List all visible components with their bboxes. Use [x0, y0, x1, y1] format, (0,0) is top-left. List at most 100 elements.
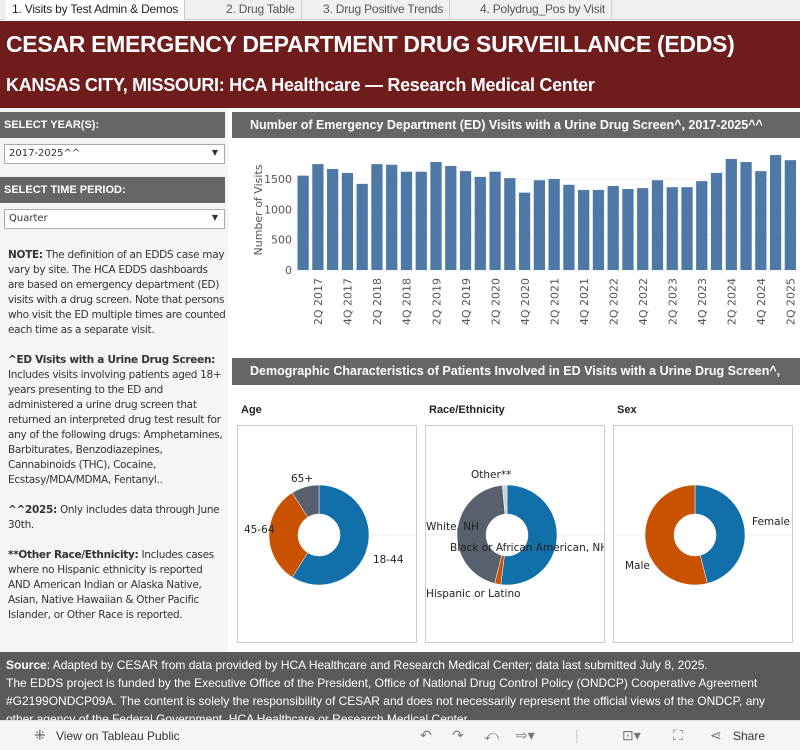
- x-tick-label: 4Q 2021: [578, 278, 591, 325]
- donut-slice: [268, 492, 309, 578]
- chevron-down-icon: ▼: [211, 148, 218, 157]
- x-tick-label: 4Q 2023: [696, 278, 709, 325]
- x-tick-label: 4Q 2018: [401, 278, 414, 325]
- bar: [371, 164, 383, 270]
- banner: CESAR EMERGENCY DEPARTMENT DRUG SURVEILL…: [0, 21, 800, 108]
- x-tick-label: 2Q 2024: [726, 278, 739, 325]
- tab-polydrug[interactable]: 4. Polydrug_Pos by Visit: [474, 0, 613, 20]
- x-tick-label: 2Q 2022: [607, 278, 620, 325]
- refresh-icon[interactable]: ⇨▾: [516, 727, 535, 743]
- share-button[interactable]: Share: [733, 729, 766, 743]
- donut-hole: [298, 514, 340, 556]
- slice-label: 18-44: [373, 554, 404, 566]
- bar: [740, 162, 752, 270]
- slice-label: Black or African American, NH: [450, 542, 604, 554]
- bar: [356, 183, 368, 270]
- bar: [710, 172, 723, 270]
- download-icon[interactable]: ⊡▾: [622, 727, 641, 743]
- source-text: Source: Adapted by CESAR from data provi…: [6, 658, 708, 672]
- x-tick-label: 4Q 2019: [460, 278, 473, 325]
- sex-label: Sex: [617, 404, 637, 416]
- sex-donut: Female Male: [614, 484, 792, 586]
- slice-label: 65+: [291, 473, 313, 485]
- bar: [489, 171, 501, 270]
- revert-icon[interactable]: ⤺: [484, 727, 499, 743]
- bar: [681, 187, 693, 270]
- x-tick-label: 2Q 2017: [312, 278, 325, 325]
- tableau-icon: ⁜: [34, 727, 46, 743]
- slice-label: 45-64: [244, 524, 275, 536]
- tab-drug-table[interactable]: 2. Drug Table: [220, 0, 302, 20]
- y-tick-label: 500: [271, 234, 292, 247]
- chevron-down-icon: ▼: [211, 213, 218, 222]
- notes: NOTE: The definition of an EDDS case may…: [8, 248, 226, 638]
- note-definition: NOTE: The definition of an EDDS case may…: [8, 249, 226, 336]
- undo-icon[interactable]: ↶: [420, 727, 432, 743]
- race-box: Black or African American, NH Hispanic or…: [425, 425, 608, 643]
- bar: [563, 184, 575, 270]
- bar: [341, 172, 354, 270]
- bar: [755, 171, 767, 270]
- tab-bar: 1. Visits by Test Admin & Demos 2. Drug …: [0, 0, 800, 20]
- note-2025: ^^2025: Only includes data through June …: [8, 504, 220, 531]
- bar: [651, 180, 664, 270]
- divider: |: [575, 727, 579, 743]
- period-dropdown[interactable]: Quarter ▼: [4, 209, 225, 229]
- bar: [445, 165, 457, 270]
- y-tick-label: 1000: [264, 203, 292, 216]
- redo-icon[interactable]: ↷: [452, 727, 464, 743]
- year-filter-label: SELECT YEAR(S):: [0, 112, 225, 138]
- tab-visits[interactable]: 1. Visits by Test Admin & Demos: [6, 0, 186, 20]
- bar: [607, 185, 619, 270]
- footer: Source: Adapted by CESAR from data provi…: [0, 652, 800, 720]
- x-tick-label: 2Q 2025: [785, 278, 798, 325]
- age-donut: 18-44 45-64 65+: [238, 473, 416, 586]
- bar: [312, 164, 324, 270]
- x-tick-label: 2Q 2021: [548, 278, 561, 325]
- bar: [666, 187, 678, 270]
- x-tick-label: 4Q 2024: [755, 278, 768, 325]
- year-value: 2017-2025^^: [9, 148, 81, 159]
- slice-label: White, NH: [426, 521, 479, 533]
- bar: [533, 180, 545, 270]
- bar: [592, 189, 605, 270]
- bar: [474, 176, 486, 270]
- y-tick-label: 1500: [264, 173, 292, 186]
- bar: [769, 155, 782, 270]
- filter-panel: SELECT YEAR(S): 2017-2025^^ ▼ SELECT TIME…: [0, 108, 228, 652]
- slice-label: Hispanic or Latino: [426, 588, 521, 600]
- donut-hole: [674, 514, 716, 556]
- age-label: Age: [241, 404, 262, 416]
- toolbar: ⁜ View on Tableau Public ↶ ↷ ⤺ ⇨▾ | ⊡▾ ⛶…: [0, 720, 800, 750]
- bar: [400, 171, 413, 270]
- donut-hole: [486, 514, 528, 556]
- x-tick-label: 4Q 2017: [342, 278, 355, 325]
- race-label: Race/Ethnicity: [429, 404, 505, 416]
- bar: [415, 171, 427, 270]
- y-tick-label: 0: [285, 264, 292, 277]
- age-box: 18-44 45-64 65+: [237, 425, 417, 643]
- view-on-tableau-link[interactable]: View on Tableau Public: [56, 729, 180, 743]
- sex-box: Female Male: [613, 425, 793, 643]
- note-other-race: **Other Race/Ethnicity: Includes cases w…: [8, 549, 214, 621]
- year-dropdown[interactable]: 2017-2025^^ ▼: [4, 144, 225, 164]
- bar: [578, 189, 590, 270]
- slice-label: Male: [625, 560, 650, 572]
- bar: [504, 178, 516, 270]
- slice-label: Female: [752, 516, 790, 528]
- donut-slice: [644, 484, 708, 586]
- fullscreen-icon[interactable]: ⛶: [673, 727, 683, 743]
- bar: [430, 162, 442, 270]
- x-tick-label: 2Q 2018: [371, 278, 384, 325]
- x-tick-label: 4Q 2022: [637, 278, 650, 325]
- bar-chart-title: Number of Emergency Department (ED) Visi…: [232, 112, 800, 138]
- bar: [459, 171, 472, 270]
- bar: [725, 158, 737, 270]
- bar: [696, 181, 708, 270]
- demographics-title: Demographic Characteristics of Patients …: [232, 358, 800, 385]
- bar: [386, 164, 398, 270]
- tab-drug-positive-trends[interactable]: 3. Drug Positive Trends: [317, 0, 451, 20]
- note-urine-screen: ^ED Visits with a Urine Drug Screen: Inc…: [8, 354, 223, 486]
- share-icon[interactable]: ⋖: [710, 727, 722, 743]
- bar: [637, 188, 649, 270]
